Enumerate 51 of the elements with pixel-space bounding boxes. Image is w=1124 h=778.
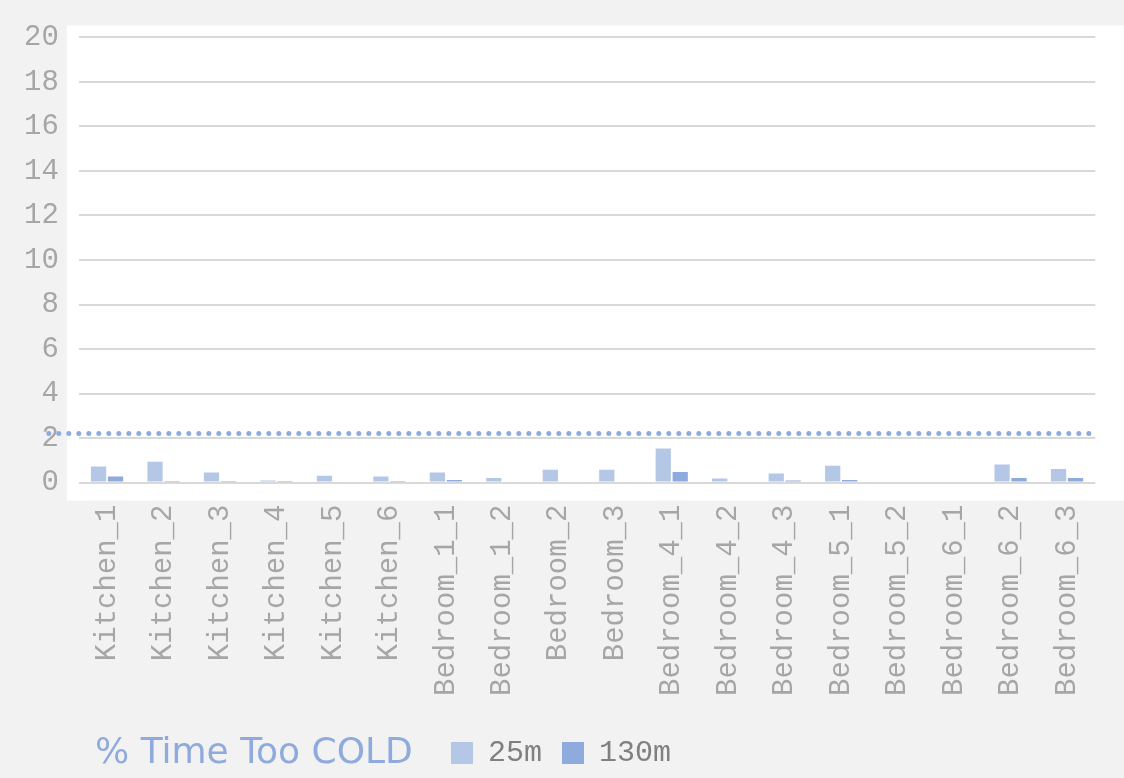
- bar: [599, 469, 615, 482]
- x-tick-label: Bedroom_1_1: [429, 504, 463, 697]
- legend-label: 25m: [487, 735, 543, 770]
- bar: [429, 472, 446, 482]
- bar: [672, 472, 688, 482]
- x-tick-label: Bedroom_3: [598, 504, 632, 662]
- bar: [712, 478, 728, 482]
- y-tick-label: 12: [23, 199, 59, 233]
- legend-label: 130m: [599, 735, 672, 770]
- text: % Time Too COLD: [95, 730, 413, 771]
- x-tick-label: Kitchen_2: [147, 504, 181, 662]
- y-tick-label: 10: [23, 243, 59, 277]
- y-tick-label: 4: [41, 377, 59, 411]
- x-tick-label: Bedroom_5_1: [824, 504, 858, 697]
- bar: [1067, 478, 1084, 482]
- bar: [768, 473, 784, 482]
- bar: [542, 469, 558, 482]
- x-tick-label: Bedroom_6_3: [1050, 504, 1084, 697]
- x-tick-label: Kitchen_6: [373, 504, 407, 662]
- y-tick-label: 6: [41, 332, 59, 366]
- y-tick-label: 14: [23, 154, 59, 188]
- x-tick-label: Bedroom_4_3: [768, 504, 802, 697]
- y-tick-label: 0: [41, 466, 59, 500]
- bar: [90, 466, 107, 482]
- x-tick-label: Kitchen_5: [316, 504, 350, 662]
- x-tick-label: Bedroom_4_2: [711, 504, 745, 697]
- bar: [203, 472, 220, 482]
- y-tick-label: 16: [23, 110, 59, 144]
- x-tick-label: Kitchen_1: [90, 504, 124, 662]
- bar: [655, 448, 671, 482]
- x-tick-label: Bedroom_4_1: [655, 504, 689, 697]
- x-tick-label: Bedroom_5_2: [881, 504, 915, 697]
- bar: [486, 478, 502, 482]
- y-tick-label: 20: [23, 21, 59, 55]
- x-tick-label: Kitchen_4: [260, 504, 294, 662]
- x-tick-label: Bedroom_1_2: [486, 504, 519, 697]
- bar: [147, 461, 163, 482]
- y-tick-label: 18: [23, 65, 59, 99]
- bar: [1050, 468, 1067, 482]
- x-tick-label: Bedroom_2: [542, 504, 576, 662]
- bar: [994, 464, 1010, 482]
- bar: [107, 476, 124, 482]
- y-tick-label: 2: [41, 421, 59, 455]
- x-tick-label: Kitchen_3: [203, 504, 237, 662]
- bar: [316, 475, 333, 482]
- bar: [1011, 478, 1027, 482]
- y-tick-label: 8: [41, 288, 59, 322]
- x-tick-label: Bedroom_6_1: [937, 504, 971, 697]
- bar: [373, 476, 389, 482]
- x-tick-label: Bedroom_6_2: [994, 504, 1028, 697]
- bar: [825, 465, 841, 482]
